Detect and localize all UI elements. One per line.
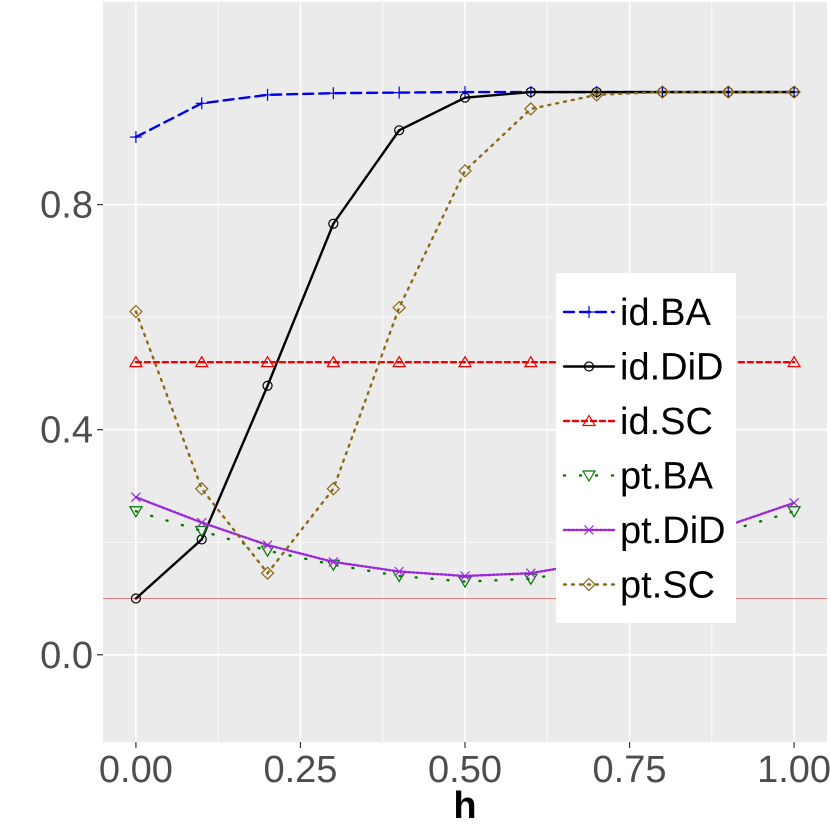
data-point-id-ba [327, 87, 340, 100]
series-line-pt-sc [134, 90, 796, 576]
data-point-id-did [459, 92, 471, 103]
x-axis-title: h [453, 785, 476, 827]
legend: id.BA id.DiD id.SC pt.BA pt.DiD pt.SC [556, 273, 736, 623]
data-point-pt-did [394, 566, 405, 577]
data-point-id-ba [393, 86, 406, 99]
data-point-pt-did [460, 571, 470, 581]
legend-key-marker [582, 577, 596, 592]
data-point-id-sc [457, 355, 473, 368]
legend-box [556, 273, 736, 623]
data-point-id-sc [392, 355, 407, 368]
data-point-id-sc [128, 355, 143, 368]
data-point-id-ba [261, 88, 274, 101]
data-point-id-ba [195, 97, 208, 110]
data-point-pt-sc [589, 88, 604, 102]
data-point-id-did [328, 218, 339, 229]
data-point-pt-sc [392, 300, 407, 315]
legend-key-marker [583, 361, 595, 372]
data-point-pt-sc [260, 566, 275, 581]
data-point-pt-sc [326, 481, 341, 496]
data-point-id-sc [260, 355, 275, 368]
y-tick-label: 0.0 [40, 635, 93, 677]
x-tick-label: 0.75 [593, 749, 667, 791]
legend-label: id.DiD [620, 347, 723, 389]
legend-key-marker [581, 470, 597, 483]
x-tick-label: 1.00 [757, 749, 830, 791]
data-point-id-did [591, 86, 602, 98]
data-point-pt-sc [194, 481, 209, 496]
legend-label: pt.DiD [620, 510, 726, 552]
data-point-id-sc [523, 355, 538, 368]
legend-key-marker [583, 306, 595, 318]
data-point-pt-did [789, 497, 800, 508]
data-point-pt-did [328, 556, 339, 567]
y-tick-label: 0.4 [40, 410, 93, 452]
legend-label: id.SC [620, 401, 713, 443]
data-point-pt-did [196, 517, 207, 528]
legend-label: pt.SC [620, 565, 715, 607]
data-point-id-sc [326, 355, 341, 368]
data-point-pt-sc [721, 85, 736, 99]
axes: 0.00 0.25 0.50 0.75 1.00 0.0 0.4 0.8 [40, 185, 830, 791]
legend-label: pt.BA [620, 456, 714, 498]
data-point-pt-ba [787, 506, 802, 518]
x-tick-label: 0.00 [99, 749, 173, 791]
data-point-pt-ba [128, 506, 143, 518]
legend-key-marker [581, 414, 597, 427]
data-point-pt-did [130, 492, 141, 503]
data-point-id-did [525, 86, 536, 98]
data-point-pt-sc [655, 85, 670, 99]
data-point-id-did [196, 534, 207, 545]
data-point-pt-sc [787, 85, 801, 99]
data-point-pt-did [525, 568, 536, 579]
data-point-pt-ba [194, 525, 209, 538]
data-point-pt-sc [129, 304, 143, 319]
legend-label: id.BA [620, 292, 711, 334]
legend-key-marker [584, 525, 594, 535]
data-point-id-ba [129, 131, 142, 144]
data-point-id-ba [459, 86, 471, 99]
data-point-pt-sc [523, 102, 538, 116]
data-point-pt-sc [458, 163, 472, 178]
data-point-id-sc [787, 355, 802, 368]
data-point-id-did [130, 593, 142, 604]
x-tick-label: 0.25 [263, 749, 337, 791]
y-tick-label: 0.8 [40, 185, 93, 227]
data-point-id-did [394, 125, 405, 136]
data-point-id-did [262, 380, 273, 391]
data-point-pt-did [262, 540, 273, 550]
data-point-id-sc [194, 355, 209, 368]
x-tick-label: 0.50 [428, 749, 502, 791]
